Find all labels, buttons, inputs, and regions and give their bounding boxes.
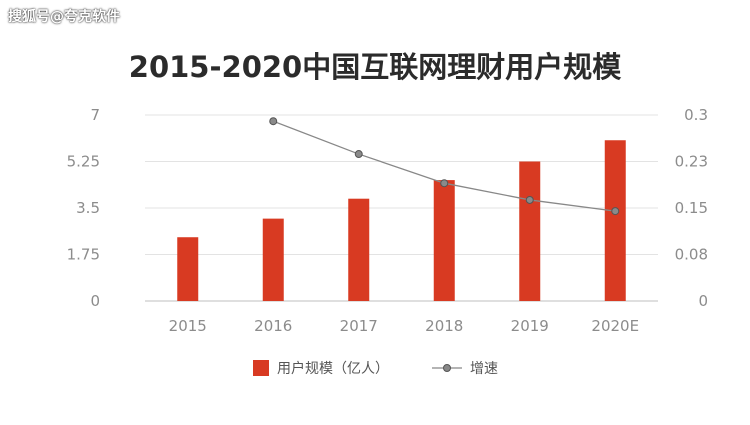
y-right-tick-label: 0.15 [675,199,708,217]
x-tick-label: 2016 [254,317,292,335]
legend-bar: 用户规模（亿人） [253,357,389,379]
bar [519,161,541,301]
chart-title: 2015-2020中国互联网理财用户规模 [128,50,622,84]
y-left-tick-label: 0 [90,292,100,310]
legend-line: 增速 [432,357,498,379]
x-tick-label: 2020E [591,317,639,335]
y-left-tick-label: 5.25 [67,153,100,171]
bar [177,237,199,301]
growth-point [440,179,449,188]
y-right-tick-label: 0.3 [684,106,708,124]
y-left-tick-label: 3.5 [76,199,100,217]
bar [604,140,626,301]
watermark: 搜狐号@夸克软件 [8,9,120,25]
y-left-tick-label: 7 [90,106,100,124]
y-right-tick-label: 0.23 [675,153,708,171]
legend-line-label: 增速 [470,361,498,377]
legend-bar-swatch [253,360,269,376]
growth-point [354,150,363,159]
legend-bar-label: 用户规模（亿人） [277,361,389,377]
growth-point [611,207,620,216]
legend-line-marker [432,364,462,372]
growth-point [269,117,278,126]
x-tick-label: 2019 [511,317,549,335]
x-tick-label: 2015 [169,317,207,335]
bar [348,198,370,301]
x-tick-label: 2018 [425,317,463,335]
bar [262,218,284,301]
y-right-tick-label: 0.08 [675,246,708,264]
growth-point [525,195,534,204]
y-right-tick-label: 0 [698,292,708,310]
y-left-tick-label: 1.75 [67,246,100,264]
x-tick-label: 2017 [340,317,378,335]
bar [433,180,455,301]
